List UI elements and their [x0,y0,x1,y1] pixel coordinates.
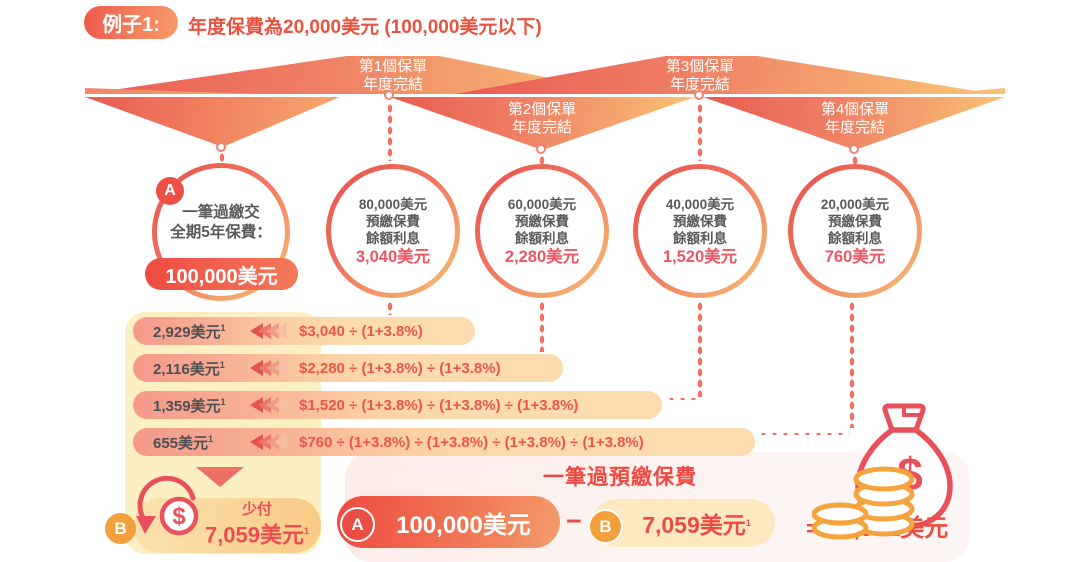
coins-stack-icon [812,456,924,542]
discount-row: 2,116美元1 $2,280 ÷ (1+3.8%) ÷ (1+3.8%) [133,354,563,382]
savings-amount: 7,059美元1 [204,522,310,548]
discount-row: 2,929美元1 $3,040 ÷ (1+3.8%) [133,317,475,345]
prepaid-label: 預繳保費 [673,213,727,229]
lump-sum-line2: 全期5年保費： [170,224,272,241]
badge-b-small: B [588,509,623,544]
left-chevrons-icon [250,323,287,339]
dotted-connector [697,301,703,397]
interest-label: 餘額利息 [515,230,569,246]
discount-formula: $2,280 ÷ (1+3.8%) ÷ (1+3.8%) [299,359,501,377]
discount-formula: $1,520 ÷ (1+3.8%) ÷ (1+3.8%) ÷ (1+3.8%) [299,396,579,414]
savings-text: 少付 7,059美元1 [196,501,318,548]
left-chevrons-icon [250,360,287,376]
timeline-node-marker [694,90,704,100]
summary-title: 一筆過預繳保費 [543,466,697,489]
ribbon-segment-lower-left [85,97,340,147]
interest-label: 餘額利息 [673,230,727,246]
dotted-connector [697,103,703,161]
dotted-connector [219,152,225,164]
interest-label: 餘額利息 [828,230,882,246]
milestone-label-1: 第1個保單 年度完結 [358,58,428,93]
milestone-label-4: 第4個保單 年度完結 [820,101,890,136]
dotted-connector [666,396,700,402]
prepaid-circle-4: 20,000美元 預繳保費 餘額利息 760美元 [788,164,922,298]
dotted-connector [852,155,858,164]
result-amount: 1,359美元1 [153,396,226,415]
example-title: 年度保費為20,000美元 (100,000美元以下) [188,17,542,38]
minus-sign: − [566,506,582,536]
timeline-node-marker [216,142,226,152]
left-chevrons-icon [250,397,287,413]
badge-b: B [105,513,136,544]
prepaid-circle-1: 80,000美元 預繳保費 餘額利息 3,040美元 [326,164,460,298]
balance-amount: 80,000美元 [358,196,428,212]
interest-amount: 760美元 [824,247,886,266]
svg-text:$: $ [172,503,186,530]
result-amount: 2,929美元1 [153,322,226,341]
result-amount: 655美元1 [153,433,214,452]
dotted-connector [539,155,545,164]
result-amount: 2,116美元1 [153,359,225,378]
balance-amount: 40,000美元 [665,196,735,212]
discount-formula: $3,040 ÷ (1+3.8%) [299,322,423,340]
prepaid-circle-3: 40,000美元 預繳保費 餘額利息 1,520美元 [633,164,767,298]
milestone-label-2: 第2個保單 年度完結 [507,101,577,136]
discount-row: 1,359美元1 $1,520 ÷ (1+3.8%) ÷ (1+3.8%) ÷ … [133,391,662,419]
timeline-node-marker [536,144,546,154]
dotted-connector [849,301,855,428]
badge-a: A [156,177,184,205]
discount-formula: $760 ÷ (1+3.8%) ÷ (1+3.8%) ÷ (1+3.8%) ÷ … [299,433,644,451]
balance-amount: 20,000美元 [820,196,890,212]
prepaid-label: 預繳保費 [828,213,882,229]
dotted-connector [758,431,850,437]
dotted-connector [387,301,393,315]
example-badge: 例子1: [84,6,178,39]
refund-dollar-icon: $ [134,474,210,552]
interest-amount: 1,520美元 [662,247,738,266]
lump-sum-summary-pill: 100,000美元 [337,496,560,548]
interest-label: 餘額利息 [366,230,420,246]
prepaid-label: 預繳保費 [366,213,420,229]
milestone-label-3: 第3個保單 年度完結 [665,58,735,93]
balance-amount: 60,000美元 [507,196,577,212]
savings-label: 少付 [241,501,272,518]
lump-sum-line1: 一筆過繳交 [182,204,260,221]
ribbon-tail-left [85,88,260,94]
interest-amount: 3,040美元 [355,247,431,266]
ribbon-tail-right [940,88,1005,94]
badge-a-small: A [340,507,375,542]
timeline-node-marker [384,90,394,100]
dotted-connector [539,301,545,352]
down-triangle-icon [196,467,244,487]
prepaid-label: 預繳保費 [515,213,569,229]
prepaid-circle-2: 60,000美元 預繳保費 餘額利息 2,280美元 [475,164,609,298]
lump-sum-amount-pill: 100,000美元 [145,258,298,290]
interest-amount: 2,280美元 [504,247,580,266]
discount-row: 655美元1 $760 ÷ (1+3.8%) ÷ (1+3.8%) ÷ (1+3… [133,428,755,456]
timeline-node-marker [849,144,859,154]
left-chevrons-icon [250,434,287,450]
dotted-connector [387,103,393,161]
